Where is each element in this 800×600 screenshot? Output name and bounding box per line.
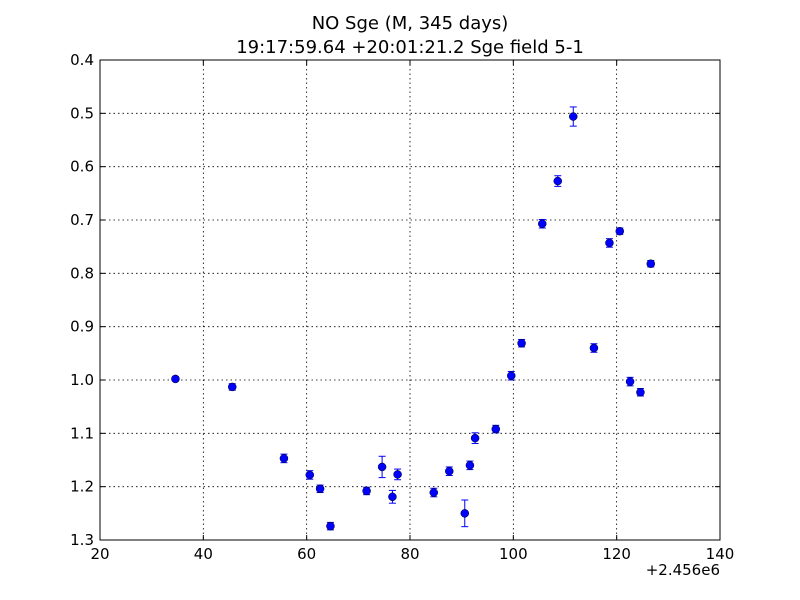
data-point <box>326 521 335 531</box>
y-tick-label: 1.2 <box>70 478 94 496</box>
y-tick-label: 0.6 <box>70 158 94 176</box>
chart-subtitle: 19:17:59.64 +20:01:21.2 Sge field 5-1 <box>236 37 584 58</box>
y-tick-label: 0.8 <box>70 264 94 282</box>
data-point <box>605 238 614 248</box>
data-point <box>636 388 645 397</box>
y-tick-label: 0.7 <box>70 211 94 229</box>
y-tick-label: 1.1 <box>70 424 94 442</box>
data-point <box>279 454 289 463</box>
data-point <box>429 488 439 497</box>
data-point <box>625 377 635 386</box>
error-bars <box>171 106 655 531</box>
y-tick-label: 1.0 <box>70 371 94 389</box>
grid-lines <box>100 60 720 540</box>
data-point <box>553 176 563 186</box>
data-point <box>465 461 475 470</box>
x-tick-label: 80 <box>400 545 419 563</box>
data-point <box>491 424 501 434</box>
data-point <box>569 112 578 121</box>
y-tick-label: 1.3 <box>70 531 94 549</box>
x-tick-label: 20 <box>90 545 109 563</box>
y-tick-label: 0.4 <box>70 51 94 69</box>
data-point <box>377 462 387 472</box>
data-point <box>305 470 315 480</box>
x-tick-label: 140 <box>706 545 735 563</box>
data-point <box>538 219 547 228</box>
data-points <box>171 112 656 531</box>
data-point <box>517 338 526 348</box>
data-point <box>445 466 454 476</box>
data-point <box>393 470 402 479</box>
data-point <box>470 433 480 443</box>
data-point <box>171 374 180 384</box>
data-point <box>228 382 237 392</box>
x-tick-label: 60 <box>297 545 316 563</box>
data-point <box>646 259 656 268</box>
x-tick-label: 100 <box>499 545 528 563</box>
x-tick-label: 40 <box>194 545 213 563</box>
data-point <box>362 486 371 496</box>
data-point <box>507 371 516 380</box>
x-axis-offset-label: +2.456e6 <box>646 561 720 579</box>
y-tick-label: 0.5 <box>70 104 94 122</box>
data-point <box>388 492 397 502</box>
data-point <box>460 509 470 518</box>
data-point <box>589 343 599 353</box>
data-point <box>615 226 625 236</box>
x-tick-label: 120 <box>602 545 631 563</box>
axis-ticks: 20 40 60 80 100 120 140 0.4 0.5 0.6 0.7 0.8 0.9 1.0 1.… <box>70 51 734 563</box>
chart-title: NO Sge (M, 345 days) <box>312 13 509 34</box>
y-tick-label: 0.9 <box>70 318 94 336</box>
data-point <box>315 484 325 494</box>
